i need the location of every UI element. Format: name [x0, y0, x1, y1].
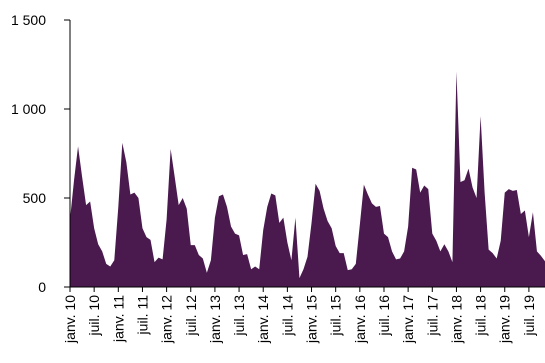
x-tick-label: janv. 10	[62, 295, 78, 344]
x-tick-label: janv. 15	[304, 295, 320, 344]
x-tick-label: janv. 16	[352, 295, 368, 344]
y-tick-label: 0	[38, 279, 46, 295]
y-tick-label: 500	[23, 190, 47, 206]
x-tick-label: juil. 14	[279, 295, 295, 337]
x-axis: janv. 10 juil. 10 janv. 11 juil. 11 janv. 12…	[62, 287, 537, 344]
x-tick-label: juil. 18	[473, 295, 489, 337]
x-tick-label: juil. 19	[521, 295, 537, 337]
y-tick-label: 1 500	[11, 12, 46, 28]
x-tick-label: juil. 16	[376, 295, 392, 337]
x-tick-label: juil. 10	[86, 295, 102, 337]
y-axis: 0 500 1 000 1 500	[11, 12, 70, 295]
x-tick-label: janv. 19	[497, 295, 513, 344]
x-tick-label: janv. 11	[110, 295, 126, 343]
x-tick-label: juil. 11	[134, 295, 150, 336]
x-tick-label: juil. 17	[424, 295, 440, 337]
x-tick-label: janv. 18	[448, 295, 464, 344]
x-tick-label: juil. 13	[231, 295, 247, 337]
x-tick-label: janv. 12	[159, 295, 175, 344]
series-area	[70, 71, 545, 288]
x-tick-label: janv. 13	[207, 295, 223, 344]
y-tick-label: 1 000	[11, 101, 46, 117]
x-tick-label: janv. 17	[400, 295, 416, 344]
x-tick-label: janv. 14	[255, 295, 271, 344]
x-tick-label: juil. 12	[183, 295, 199, 337]
x-tick-label: juil. 15	[328, 295, 344, 337]
